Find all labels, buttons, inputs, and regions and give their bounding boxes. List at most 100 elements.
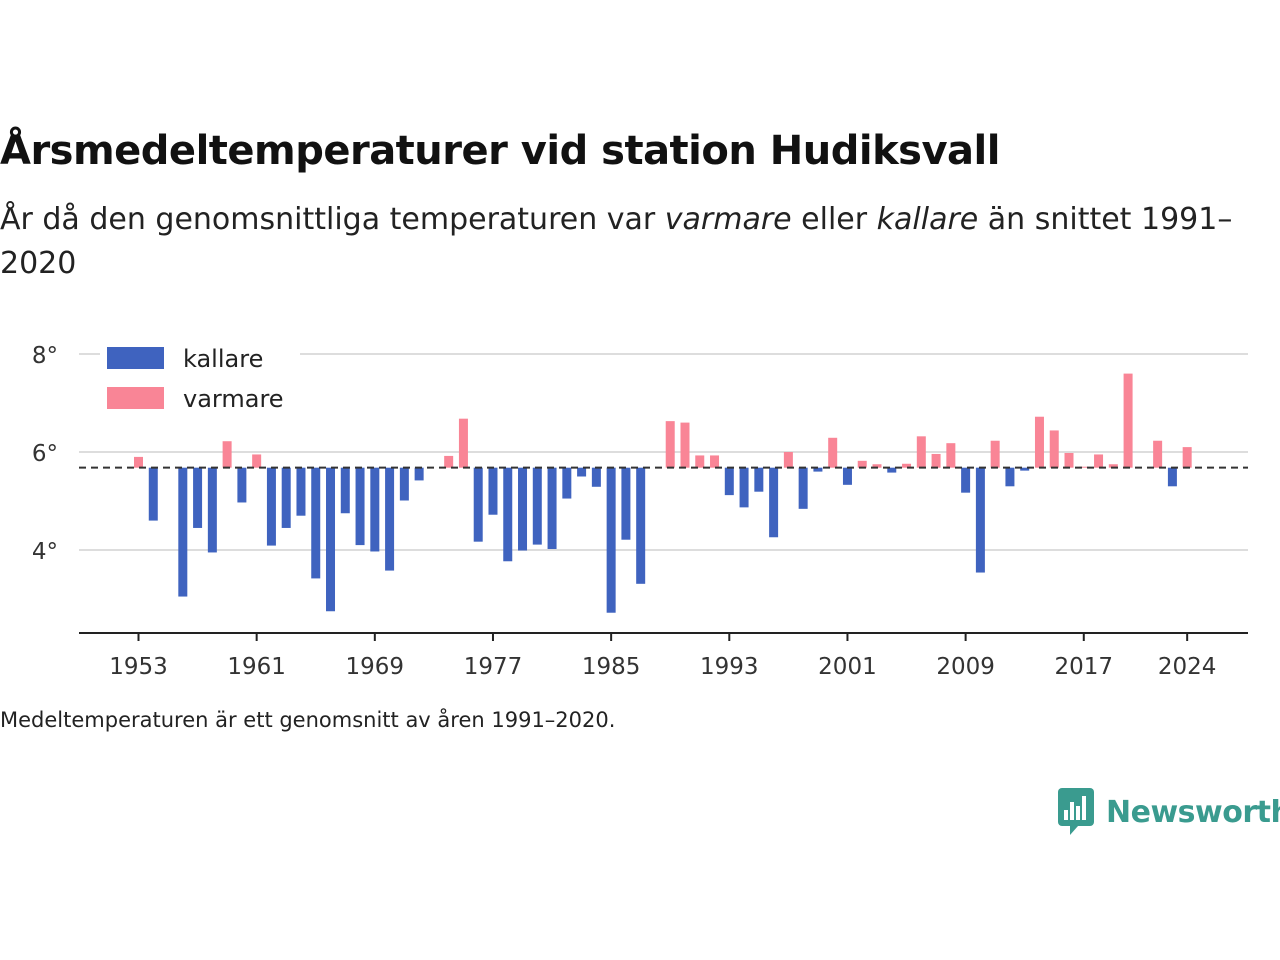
bar-kallare (399, 467, 409, 501)
bar-varmare (695, 455, 705, 468)
bar-kallare (370, 467, 380, 552)
bar-kallare (1167, 467, 1177, 487)
x-tick-label: 2017 (1055, 654, 1114, 680)
bar-kallare (591, 467, 601, 487)
temperature-bar-chart: 4° 6° 8° 1953 1961 1969 1977 1985 1993 2001 2009 2… (31, 338, 1248, 680)
bar-kallare (975, 467, 985, 573)
bar-kallare (739, 467, 749, 508)
bar-kallare (532, 467, 542, 545)
bar-kallare (178, 467, 188, 597)
x-tick-label: 1993 (700, 654, 759, 680)
chart-note: Medeltemperaturen är ett genomsnitt av å… (0, 708, 616, 732)
bar-varmare (1153, 440, 1163, 468)
bar-kallare (281, 467, 291, 528)
bar-varmare (1049, 430, 1059, 468)
bar-kallare (562, 467, 572, 499)
bar-varmare (1034, 416, 1044, 468)
newsworthy-logo: Newsworthy (1058, 788, 1280, 836)
bar-kallare (311, 467, 321, 579)
bar-varmare (680, 422, 690, 468)
legend-label-varmare: varmare (183, 385, 284, 413)
bar-varmare (902, 463, 912, 468)
chart-title: Årsmedeltemperaturer vid station Hudiksv… (0, 128, 1000, 174)
bar-varmare (1094, 454, 1104, 468)
x-tick-label: 2024 (1158, 654, 1217, 680)
bar-kallare (207, 467, 217, 553)
legend: kallare varmare (100, 338, 300, 424)
bar-kallare (326, 467, 336, 612)
bar-kallare (518, 467, 528, 551)
bar-kallare (1005, 467, 1015, 487)
y-tick-label: 4° (32, 539, 58, 565)
legend-label-kallare: kallare (183, 345, 263, 373)
bar-varmare (252, 454, 262, 468)
bar-kallare (887, 467, 897, 473)
bar-varmare (458, 418, 468, 468)
bar-varmare (931, 453, 941, 468)
bar-kallare (813, 467, 823, 472)
bar-varmare (1182, 447, 1192, 468)
x-tick-label: 1961 (227, 654, 286, 680)
subtitle-part2: eller (791, 202, 877, 237)
bar-kallare (340, 467, 350, 514)
bars (134, 373, 1192, 613)
bar-kallare (503, 467, 513, 562)
subtitle-cold-word: kallare (876, 202, 979, 237)
legend-swatch-varmare (107, 387, 164, 409)
x-tick-label: 1985 (582, 654, 641, 680)
bar-kallare (385, 467, 395, 571)
bar-kallare (724, 467, 734, 496)
subtitle-part3: än snittet 1991–2020 (0, 202, 1233, 281)
bar-kallare (266, 467, 276, 546)
bar-chart-speech-bubble-icon (1058, 788, 1094, 835)
bar-kallare (148, 467, 158, 521)
bar-varmare (857, 460, 867, 468)
bar-kallare (606, 467, 616, 613)
bar-kallare (355, 467, 365, 546)
bar-kallare (577, 467, 587, 477)
bar-varmare (222, 441, 232, 468)
bar-kallare (414, 467, 424, 481)
y-axis-ticks: 4° 6° 8° (32, 343, 58, 565)
bar-kallare (961, 467, 971, 493)
bar-varmare (710, 455, 720, 468)
bar-varmare (828, 437, 838, 468)
bar-varmare (872, 464, 882, 468)
y-tick-label: 6° (32, 441, 58, 467)
subtitle-part1: År då den genomsnittliga temperaturen va… (0, 202, 665, 237)
bar-varmare (1123, 373, 1133, 468)
bar-varmare (916, 436, 926, 468)
x-tick-label: 2009 (936, 654, 995, 680)
x-tick-label: 1953 (109, 654, 168, 680)
legend-swatch-kallare (107, 347, 164, 369)
bar-varmare (134, 456, 143, 468)
chart-subtitle: År då den genomsnittliga temperaturen va… (0, 198, 1240, 286)
bar-varmare (1064, 452, 1074, 468)
bar-varmare (1079, 466, 1089, 468)
bar-varmare (783, 452, 793, 468)
bar-kallare (547, 467, 557, 550)
bar-kallare (193, 467, 203, 528)
y-tick-label: 8° (32, 343, 58, 369)
x-axis: 1953 1961 1969 1977 1985 1993 2001 2009 2017 2024 (79, 632, 1248, 680)
bar-kallare (621, 467, 631, 540)
x-tick-label: 1977 (464, 654, 523, 680)
bar-kallare (798, 467, 808, 509)
x-tick-label: 1969 (346, 654, 405, 680)
bar-kallare (488, 467, 498, 515)
bar-varmare (990, 440, 1000, 468)
bar-kallare (842, 467, 852, 485)
bar-varmare (946, 443, 956, 468)
x-tick-label: 2001 (818, 654, 877, 680)
bar-kallare (636, 467, 646, 584)
subtitle-warm-word: varmare (664, 202, 792, 237)
bar-kallare (754, 467, 764, 492)
brand-name: Newsworthy (1106, 794, 1280, 830)
bar-varmare (444, 455, 454, 468)
bar-varmare (665, 421, 675, 468)
bar-varmare (1108, 464, 1118, 468)
bar-kallare (769, 467, 779, 538)
bar-kallare (237, 467, 247, 503)
bar-kallare (473, 467, 483, 542)
bar-kallare (1020, 467, 1030, 471)
